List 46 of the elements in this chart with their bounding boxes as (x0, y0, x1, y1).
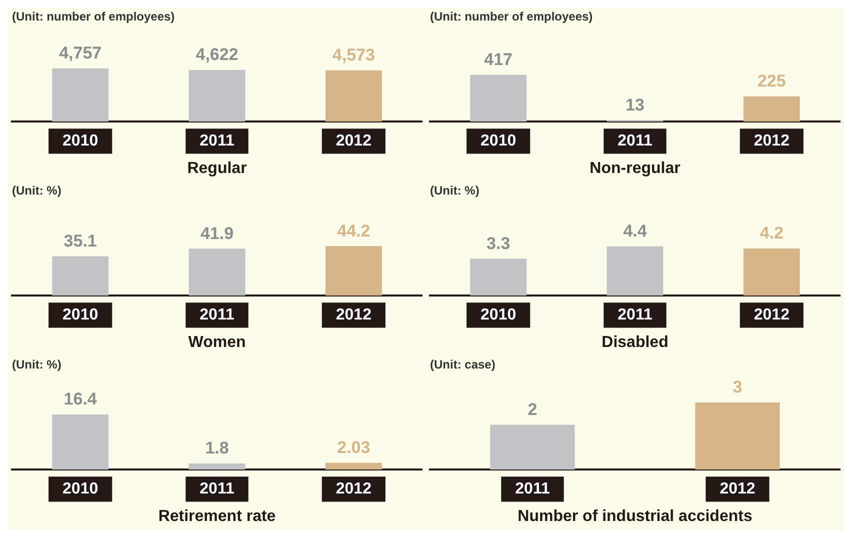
x-tick-label: 2011 (200, 306, 234, 324)
x-tick-label: 2011 (200, 132, 234, 150)
x-tick-label: 2012 (336, 132, 372, 150)
chart-subtitle: (Unit: number of employees) (430, 10, 593, 24)
data-label: 2 (528, 400, 538, 419)
x-axis-title: Retirement rate (158, 508, 276, 525)
x-tick-label: 2011 (618, 306, 652, 324)
data-label: 1.8 (205, 438, 229, 458)
data-label: 13 (626, 95, 644, 114)
x-tick-label: 2010 (62, 306, 98, 324)
data-label: 41.9 (200, 224, 234, 243)
x-tick-label: 2010 (62, 132, 98, 150)
chart-subtitle: (Unit: %) (430, 184, 480, 198)
data-label: 4.2 (760, 224, 784, 243)
data-label: 4,622 (196, 45, 238, 64)
x-tick-label: 2010 (62, 480, 98, 498)
data-label: 225 (757, 72, 786, 91)
data-label: 35.1 (64, 231, 97, 250)
data-label: 16.4 (64, 390, 98, 409)
x-tick-label: 2010 (480, 306, 516, 324)
data-label: 4.4 (623, 222, 648, 241)
x-axis-title: Non-regular (590, 160, 680, 177)
data-label: 2.03 (337, 438, 370, 457)
x-axis-title: Women (188, 334, 246, 351)
x-tick-label: 2012 (336, 306, 372, 324)
data-label: 3 (732, 378, 742, 397)
x-tick-label: 2012 (720, 480, 756, 498)
x-axis-title: Disabled (602, 334, 668, 351)
x-tick-label: 2010 (480, 132, 516, 150)
x-tick-label: 2012 (336, 480, 372, 498)
x-axis-title: Regular (187, 160, 247, 177)
chart-subtitle: (Unit: number of employees) (12, 10, 175, 24)
data-label: 4,573 (332, 46, 375, 65)
chart-subtitle: (Unit: %) (12, 184, 62, 198)
data-label: 3.3 (486, 234, 510, 253)
x-tick-label: 2012 (754, 306, 790, 324)
data-label: 417 (484, 50, 513, 70)
x-axis-title: Number of industrial accidents (518, 508, 752, 525)
chart-subtitle: (Unit: case) (430, 358, 496, 372)
x-tick-label: 2011 (618, 132, 652, 150)
data-label: 4,757 (59, 44, 102, 63)
x-tick-label: 2012 (754, 132, 790, 150)
x-tick-label: 2011 (515, 480, 550, 498)
data-label: 44.2 (337, 221, 370, 240)
chart-subtitle: (Unit: %) (12, 358, 62, 372)
x-tick-label: 2011 (200, 480, 234, 498)
